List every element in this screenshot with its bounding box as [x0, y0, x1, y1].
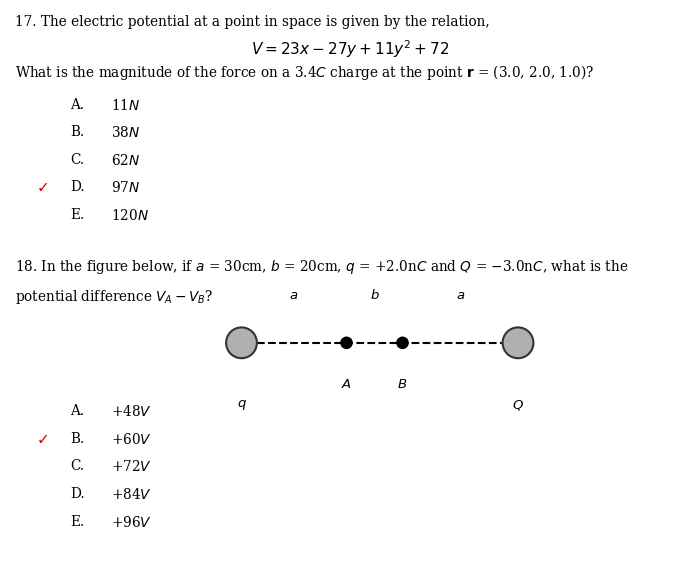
Text: $\checkmark$: $\checkmark$: [36, 432, 48, 446]
Ellipse shape: [503, 328, 533, 358]
Ellipse shape: [226, 328, 257, 358]
Text: potential difference $V_A - V_B$?: potential difference $V_A - V_B$?: [15, 288, 214, 306]
Text: 120$N$: 120$N$: [111, 208, 148, 223]
Text: B.: B.: [70, 432, 84, 446]
Text: 11$N$: 11$N$: [111, 98, 140, 113]
Text: +72$V$: +72$V$: [111, 459, 151, 475]
Text: E.: E.: [70, 515, 84, 529]
Text: C.: C.: [70, 153, 84, 167]
Text: $\checkmark$: $\checkmark$: [36, 180, 48, 195]
Text: D.: D.: [70, 487, 85, 501]
Text: $A$: $A$: [341, 378, 352, 391]
Text: A.: A.: [70, 98, 84, 112]
Text: 38$N$: 38$N$: [111, 125, 139, 141]
Text: $B$: $B$: [398, 378, 407, 391]
Text: What is the magnitude of the force on a 3.4$C$ charge at the point $\mathbf{r}$ : What is the magnitude of the force on a …: [15, 63, 595, 81]
Text: E.: E.: [70, 208, 84, 222]
Text: 97$N$: 97$N$: [111, 180, 140, 196]
Text: +48$V$: +48$V$: [111, 404, 151, 420]
Text: +60$V$: +60$V$: [111, 432, 151, 447]
Ellipse shape: [341, 337, 352, 349]
Ellipse shape: [397, 337, 408, 349]
Text: +96$V$: +96$V$: [111, 515, 151, 530]
Text: $q$: $q$: [237, 398, 246, 413]
Text: +84$V$: +84$V$: [111, 487, 151, 502]
Text: $a$: $a$: [456, 289, 465, 302]
Text: B.: B.: [70, 125, 84, 139]
Text: $b$: $b$: [370, 288, 379, 302]
Text: 17. The electric potential at a point in space is given by the relation,: 17. The electric potential at a point in…: [15, 15, 490, 29]
Text: $V = 23x - 27y + 11y^{2} + 72$: $V = 23x - 27y + 11y^{2} + 72$: [251, 38, 449, 60]
Text: 18. In the figure below, if $a$ = 30cm, $b$ = 20cm, $q$ = +2.0n$C$ and $Q$ = −3.: 18. In the figure below, if $a$ = 30cm, …: [15, 258, 629, 276]
Text: C.: C.: [70, 459, 84, 473]
Text: 62$N$: 62$N$: [111, 153, 140, 168]
Text: $Q$: $Q$: [512, 398, 524, 413]
Text: D.: D.: [70, 180, 85, 195]
Text: A.: A.: [70, 404, 84, 418]
Text: $a$: $a$: [289, 289, 299, 302]
